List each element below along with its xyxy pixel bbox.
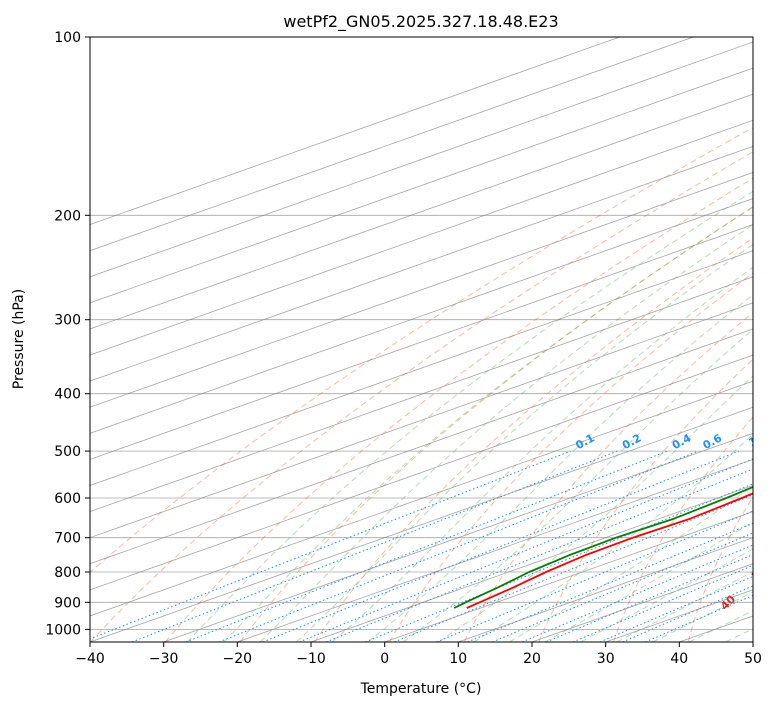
x-tick-label: 50 <box>744 651 762 667</box>
moist-adiabat-line <box>224 37 775 642</box>
x-tick-label: −10 <box>296 651 326 667</box>
isotherm-line <box>0 37 620 642</box>
moist-adiabat-line <box>403 37 775 642</box>
moist-adiabat-line <box>762 37 775 642</box>
isotherm-line <box>753 37 775 642</box>
x-axis-label: Temperature (°C) <box>360 681 482 697</box>
theta-label: 30 <box>749 562 769 582</box>
y-axis-label: Pressure (hPa) <box>11 289 27 389</box>
x-tick-label: 40 <box>670 651 688 667</box>
mixing-ratio-line <box>326 451 775 642</box>
isotherm-line <box>679 37 775 642</box>
x-tick-label: 10 <box>449 651 467 667</box>
y-tick-label: 1000 <box>45 622 81 638</box>
mixing-ratio-label: 0.2 <box>620 431 643 452</box>
moist-adiabat-line <box>474 37 775 642</box>
isotherm-line <box>237 37 775 642</box>
x-tick-label: 30 <box>597 651 615 667</box>
moist-adiabats <box>187 37 775 642</box>
x-tick-label: −30 <box>149 651 179 667</box>
mixing-ratio-lines <box>82 451 775 642</box>
y-tick-label: 100 <box>54 30 81 46</box>
isotherm-line <box>16 37 775 642</box>
dry-adiabat-line <box>91 37 775 642</box>
mixing-ratio-line <box>573 451 775 642</box>
mixing-ratio-line <box>365 451 775 642</box>
moist-adiabat-line <box>439 37 775 642</box>
y-tick-label: 700 <box>54 531 81 547</box>
y-tick-label: 200 <box>54 208 81 224</box>
isotherm-line <box>90 37 775 642</box>
x-tick-label: −40 <box>75 651 105 667</box>
y-tick-label: 400 <box>54 387 81 403</box>
y-tick-label: 800 <box>54 565 81 581</box>
isotherm-line <box>311 37 775 642</box>
mixing-ratio-label: 0.6 <box>701 431 725 452</box>
plot-area: 0.10.20.40.611.52346810131620253036-100-… <box>0 37 775 642</box>
chart-title: wetPf2_GN05.2025.327.18.48.E23 <box>283 12 558 32</box>
moist-adiabat-line <box>187 37 775 642</box>
mixing-ratio-label: 0.1 <box>573 431 596 452</box>
temperature-line <box>467 37 775 608</box>
y-axis: 100 200 300 400 500 600 700 800 900 1000 <box>45 30 90 638</box>
x-tick-label: 0 <box>380 651 389 667</box>
y-tick-label: 600 <box>54 491 81 507</box>
dry-adiabats <box>16 37 775 642</box>
dry-adiabat-line <box>315 37 775 642</box>
x-axis: −40 −30 −20 −10 0 10 20 30 40 50 <box>75 642 762 667</box>
y-tick-label: 500 <box>54 444 81 460</box>
plot-frame <box>90 37 753 642</box>
dry-adiabat-line <box>763 37 775 642</box>
theta-label: 40 <box>718 592 738 612</box>
mixing-ratio-line <box>186 451 668 642</box>
y-tick-label: 300 <box>54 313 81 329</box>
mixing-ratio-label: 0.4 <box>670 431 694 452</box>
isotherm-line <box>164 37 775 642</box>
dry-adiabat-line <box>16 37 775 642</box>
dry-adiabat-line <box>614 37 775 642</box>
mixing-ratio-line <box>219 451 698 642</box>
x-tick-label: 20 <box>523 651 541 667</box>
y-tick-label: 900 <box>54 595 81 611</box>
dry-adiabat-line <box>240 37 775 642</box>
mixing-ratio-line <box>394 451 775 642</box>
moist-adiabat-line <box>332 37 775 642</box>
dry-adiabat-line <box>165 37 775 642</box>
isotherm-line <box>458 37 775 642</box>
x-tick-label: −20 <box>223 651 253 667</box>
moist-adiabat-line <box>260 37 775 642</box>
isobars <box>90 37 753 629</box>
